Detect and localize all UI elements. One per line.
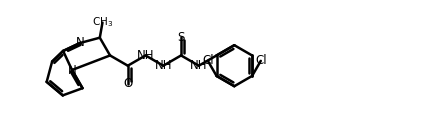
Text: CH$_3$: CH$_3$ xyxy=(92,16,113,29)
Text: S: S xyxy=(177,31,185,44)
Text: O: O xyxy=(123,77,133,90)
Text: NH: NH xyxy=(155,59,172,72)
Text: NH: NH xyxy=(137,49,154,62)
Text: Cl: Cl xyxy=(255,54,267,67)
Text: Cl: Cl xyxy=(202,54,213,67)
Text: N: N xyxy=(68,63,76,76)
Text: NH: NH xyxy=(190,59,208,72)
Text: N: N xyxy=(76,36,84,50)
